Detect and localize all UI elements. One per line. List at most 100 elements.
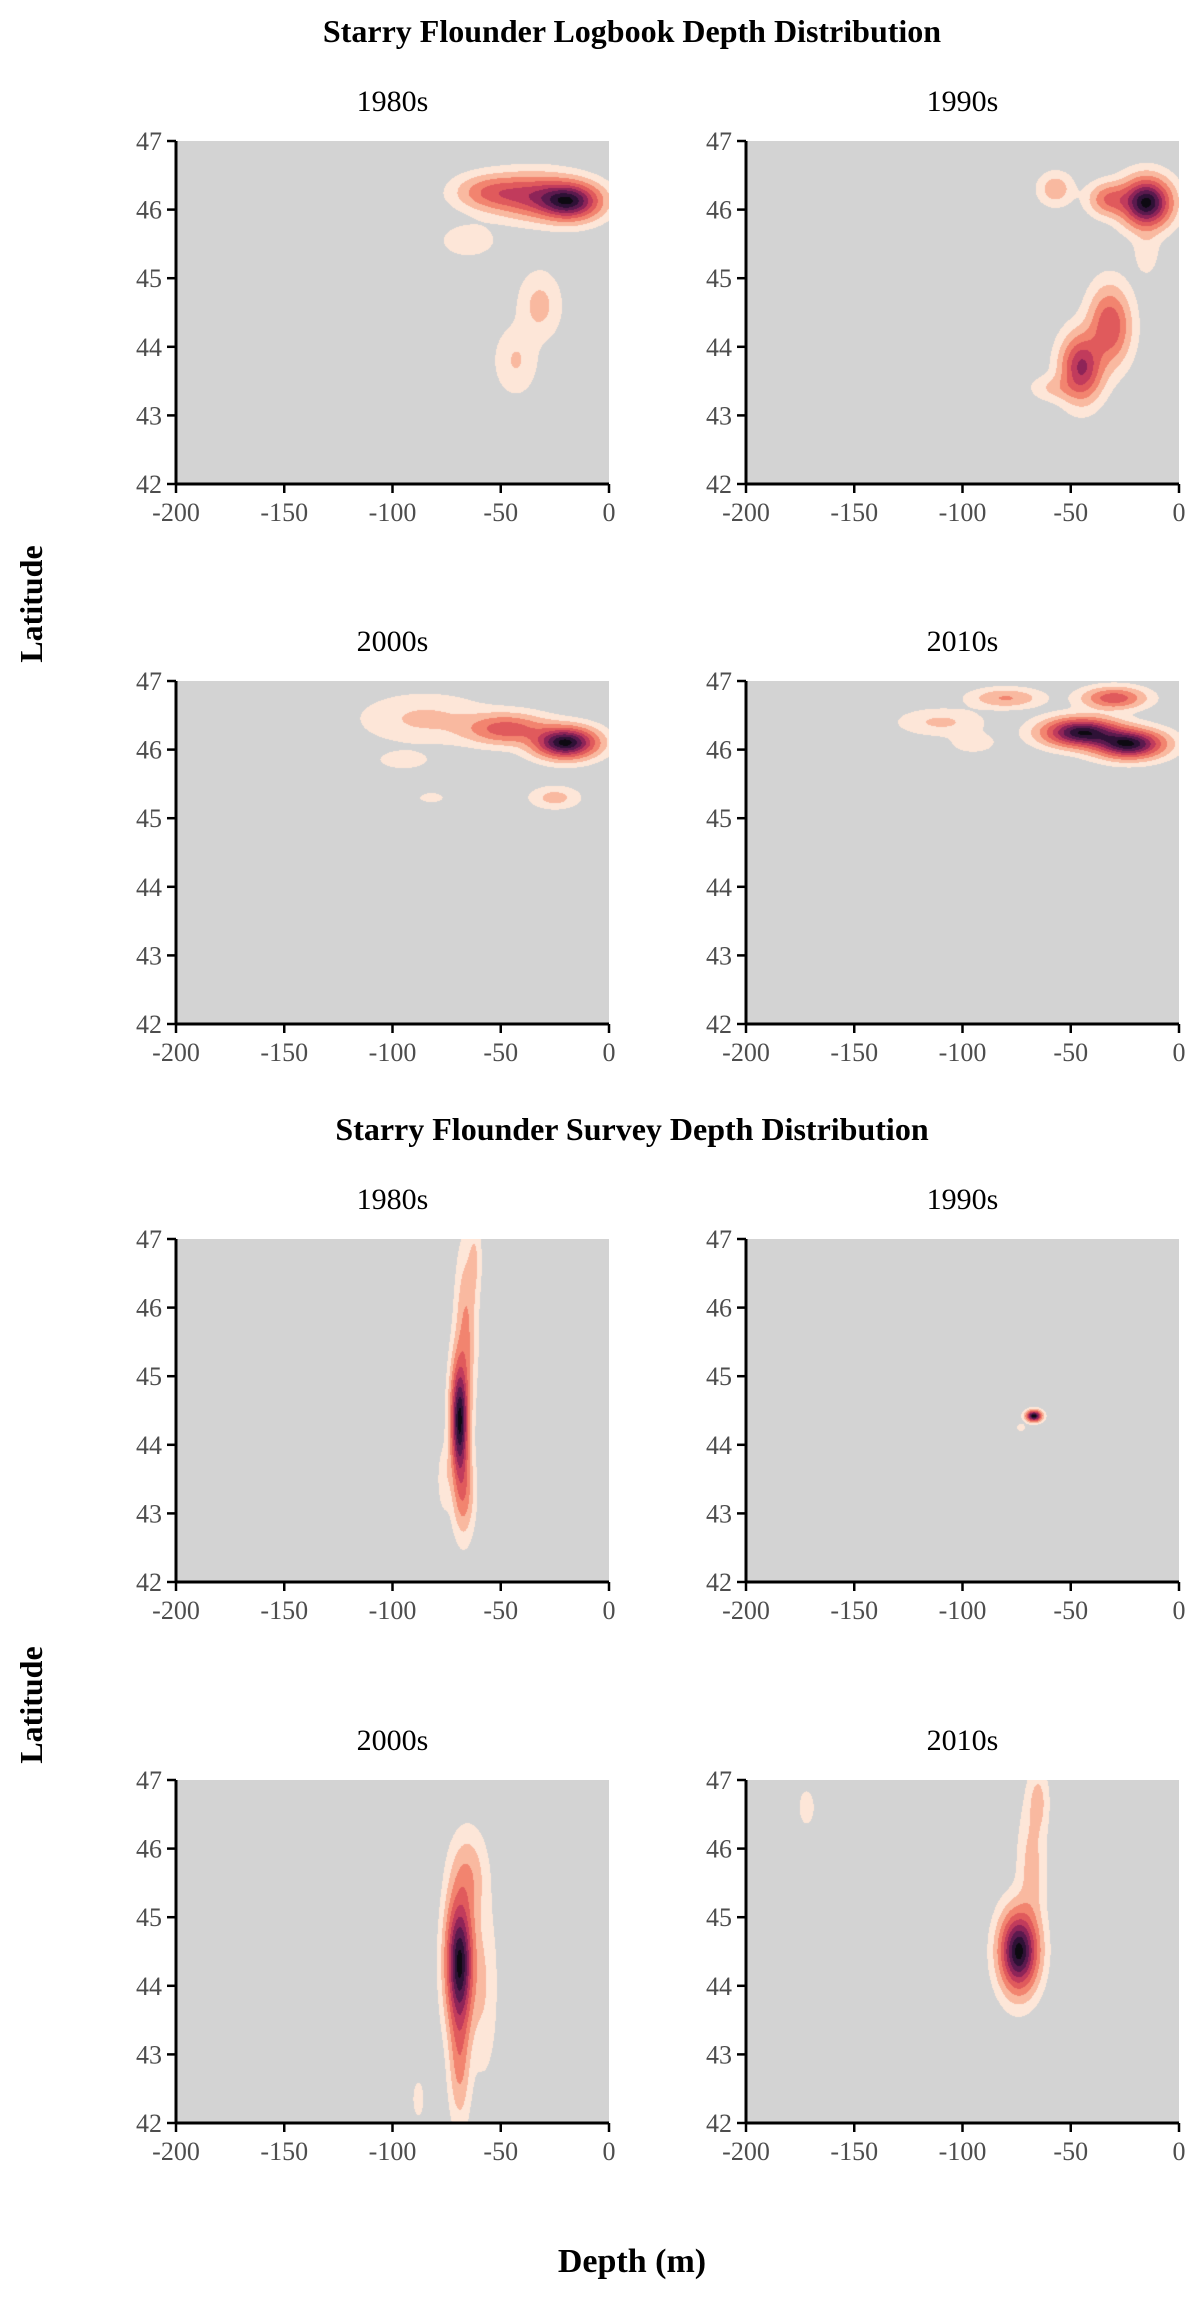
y-tick-label: 43 (706, 2040, 732, 2069)
y-tick-label: 42 (136, 1568, 162, 1597)
y-tick-label: 45 (136, 1903, 162, 1932)
x-tick-label: -200 (722, 498, 770, 527)
x-tick-label: -100 (369, 498, 417, 527)
x-tick-label: -200 (152, 2137, 200, 2166)
x-tick-label: 0 (1173, 498, 1186, 527)
x-tick-label: -100 (369, 1596, 417, 1625)
x-tick-label: -50 (483, 2137, 518, 2166)
x-tick-label: -150 (830, 2137, 878, 2166)
y-tick-label: 43 (706, 401, 732, 430)
chart-section-logbook: Starry Flounder Logbook Depth Distributi… (136, 13, 1186, 1067)
x-tick-label: -150 (260, 498, 308, 527)
x-tick-label: -100 (369, 2137, 417, 2166)
x-tick-label: -100 (939, 1596, 987, 1625)
y-tick-label: 45 (706, 264, 732, 293)
x-tick-label: -50 (483, 498, 518, 527)
y-tick-label: 47 (706, 1225, 732, 1254)
density-surface (746, 1780, 1179, 2123)
x-axis-label: Depth (m) (558, 2243, 706, 2280)
density-surface (746, 1239, 1179, 1582)
chart-title: Starry Flounder Logbook Depth Distributi… (323, 13, 941, 49)
facet-panel-2000s: 2000s -200 -150 -100 -50 0 42 43 44 45 46 47 (136, 1724, 616, 2166)
y-tick-label: 44 (706, 1972, 732, 2001)
y-tick-label: 44 (706, 1431, 732, 1460)
x-tick-label: -200 (152, 1038, 200, 1067)
y-axis-label-logbook: Latitude (13, 545, 49, 662)
y-tick-label: 43 (136, 941, 162, 970)
chart-section-survey: Starry Flounder Survey Depth Distributio… (136, 1111, 1186, 2166)
x-tick-label: 0 (603, 1596, 616, 1625)
x-tick-label: -200 (152, 1596, 200, 1625)
y-tick-label: 42 (136, 2109, 162, 2138)
x-tick-label: 0 (1173, 1596, 1186, 1625)
x-tick-label: 0 (603, 2137, 616, 2166)
density-surface (176, 141, 609, 484)
x-tick-label: -200 (722, 1038, 770, 1067)
facet-panel-2010s: 2010s -200 -150 -100 -50 0 42 43 44 45 46 47 (706, 625, 1186, 1067)
y-axis-label-survey: Latitude (13, 1646, 49, 1763)
y-tick-label: 45 (136, 1362, 162, 1391)
x-tick-label: -150 (260, 1596, 308, 1625)
y-tick-label: 46 (136, 736, 162, 765)
facet-label: 1990s (927, 85, 999, 118)
x-tick-label: -100 (939, 1038, 987, 1067)
y-tick-label: 47 (706, 127, 732, 156)
x-tick-label: -50 (1053, 1596, 1088, 1625)
facet-label: 2000s (357, 625, 429, 658)
y-tick-label: 43 (136, 401, 162, 430)
x-tick-label: -100 (369, 1038, 417, 1067)
y-tick-label: 42 (136, 470, 162, 499)
density-surface (746, 141, 1179, 484)
y-tick-label: 46 (136, 196, 162, 225)
facet-panel-2010s: 2010s -200 -150 -100 -50 0 42 43 44 45 46 47 (706, 1724, 1186, 2166)
y-tick-label: 45 (136, 264, 162, 293)
density-surface (176, 1239, 609, 1582)
x-tick-label: -150 (260, 1038, 308, 1067)
y-tick-label: 47 (136, 127, 162, 156)
x-tick-label: -150 (260, 2137, 308, 2166)
x-tick-label: 0 (603, 1038, 616, 1067)
y-tick-label: 45 (706, 1362, 732, 1391)
y-tick-label: 47 (136, 667, 162, 696)
facet-panel-1990s: 1990s -200 -150 -100 -50 0 42 43 44 45 46 47 (706, 85, 1186, 527)
y-tick-label: 44 (706, 333, 732, 362)
facet-panel-1990s: 1990s -200 -150 -100 -50 0 42 43 44 45 46 47 (706, 1183, 1186, 1625)
chart-title: Starry Flounder Survey Depth Distributio… (335, 1111, 928, 1147)
y-tick-label: 44 (706, 873, 732, 902)
y-tick-label: 42 (706, 470, 732, 499)
x-tick-label: -200 (722, 2137, 770, 2166)
y-tick-label: 46 (136, 1294, 162, 1323)
y-tick-label: 44 (136, 333, 162, 362)
facet-label: 1980s (357, 85, 429, 118)
y-tick-label: 46 (136, 1835, 162, 1864)
density-surface (746, 681, 1179, 1024)
density-surface (176, 1780, 609, 2123)
facet-label: 2000s (357, 1724, 429, 1757)
y-tick-label: 46 (706, 196, 732, 225)
y-tick-label: 42 (136, 1010, 162, 1039)
y-tick-label: 47 (136, 1225, 162, 1254)
x-tick-label: -200 (152, 498, 200, 527)
x-tick-label: -50 (1053, 2137, 1088, 2166)
x-tick-label: -50 (483, 1596, 518, 1625)
y-tick-label: 42 (706, 1568, 732, 1597)
y-tick-label: 47 (136, 1766, 162, 1795)
x-tick-label: 0 (1173, 1038, 1186, 1067)
x-tick-label: -100 (939, 2137, 987, 2166)
y-tick-label: 45 (706, 1903, 732, 1932)
density-surface (176, 681, 609, 1024)
x-tick-label: -50 (1053, 1038, 1088, 1067)
facet-panel-1980s: 1980s -200 -150 -100 -50 0 42 43 44 45 46 47 (136, 85, 616, 527)
y-tick-label: 44 (136, 1431, 162, 1460)
y-tick-label: 43 (136, 2040, 162, 2069)
facet-label: 2010s (927, 1724, 999, 1757)
y-tick-label: 43 (136, 1499, 162, 1528)
facet-label: 2010s (927, 625, 999, 658)
facet-panel-2000s: 2000s -200 -150 -100 -50 0 42 43 44 45 46 47 (136, 625, 616, 1067)
x-tick-label: -50 (1053, 498, 1088, 527)
y-tick-label: 44 (136, 1972, 162, 2001)
x-tick-label: -200 (722, 1596, 770, 1625)
y-tick-label: 47 (706, 1766, 732, 1795)
y-tick-label: 44 (136, 873, 162, 902)
